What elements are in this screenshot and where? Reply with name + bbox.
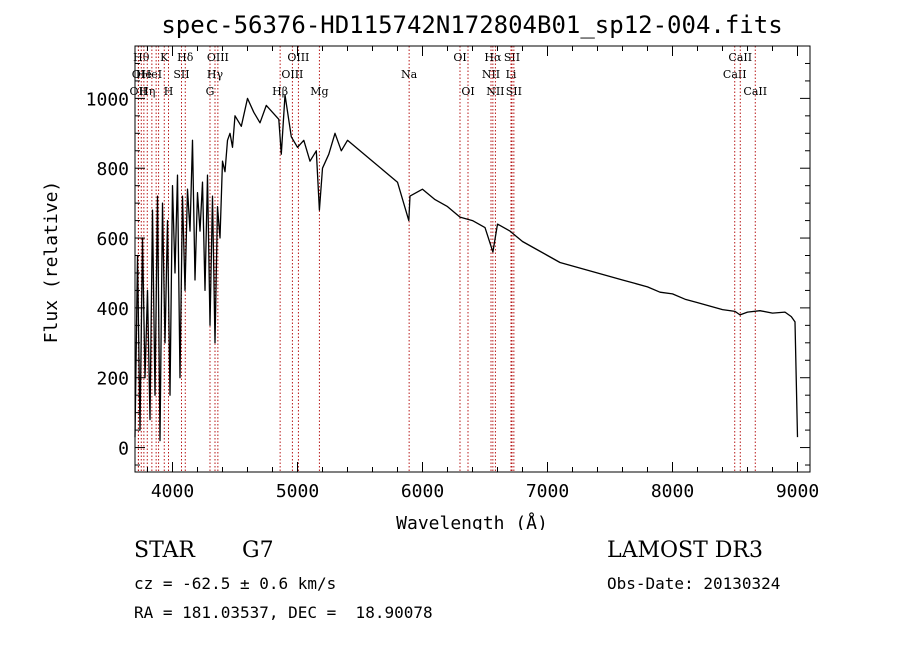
line-label: Na — [401, 68, 418, 81]
line-label: SII — [504, 51, 520, 64]
line-label: NII — [482, 68, 500, 81]
line-label: Mg — [310, 85, 328, 98]
x-tick-label: 6000 — [401, 481, 444, 502]
line-label: He — [136, 68, 152, 81]
line-label: Li — [506, 68, 517, 81]
line-label: NII — [486, 85, 504, 98]
x-tick-label: 4000 — [151, 481, 194, 502]
x-tick-label: 9000 — [776, 481, 819, 502]
y-tick-label: 1000 — [86, 89, 129, 110]
flux-series-line — [134, 94, 799, 442]
line-label: OIII — [281, 68, 303, 81]
y-axis-label: Flux (relative) — [41, 181, 62, 344]
x-axis-label: Wavelength (Å) — [396, 512, 548, 530]
chart-title: spec-56376-HD115742N172804B01_sp12-004.f… — [161, 11, 782, 39]
line-label: K — [160, 51, 169, 64]
line-label: OI — [461, 85, 474, 98]
line-label: CaII — [723, 68, 747, 81]
survey-name: LAMOST DR3 — [607, 538, 763, 563]
y-tick-label: 600 — [96, 229, 129, 250]
coordinates: RA = 181.03537, DEC = 18.90078 — [134, 603, 433, 622]
line-label: G — [206, 85, 215, 98]
line-label: Hβ — [272, 85, 288, 98]
line-label: SII — [506, 85, 522, 98]
line-label: Hγ — [207, 68, 224, 81]
x-tick-label: 8000 — [651, 481, 694, 502]
line-label: CaII — [728, 51, 752, 64]
y-tick-label: 400 — [96, 299, 129, 320]
y-tick-label: 800 — [96, 159, 129, 180]
line-label: CaII — [743, 85, 767, 98]
line-label: SII — [173, 68, 189, 81]
plot-frame — [134, 45, 811, 473]
line-label: HeI — [142, 68, 162, 81]
redshift-value: cz = -62.5 ± 0.6 km/s — [134, 574, 337, 593]
y-tick-label: 200 — [96, 369, 129, 390]
line-label: H — [164, 85, 174, 98]
object-subclass: G7 — [242, 538, 274, 563]
line-label: Hδ — [177, 51, 194, 64]
line-label: OIII — [287, 51, 309, 64]
line-label: Hθ — [133, 51, 150, 64]
y-tick-label: 0 — [118, 439, 129, 460]
line-label: OIII — [207, 51, 229, 64]
line-label: Hη — [139, 85, 155, 98]
x-tick-label: 7000 — [526, 481, 569, 502]
spectrum-chart: spec-56376-HD115742N172804B01_sp12-004.f… — [41, 11, 819, 530]
axes: 4000 5000 6000 7000 8000 9000 0 200 400 600 800 100… — [86, 45, 819, 502]
line-label: OI — [453, 51, 466, 64]
x-tick-label: 5000 — [276, 481, 319, 502]
object-class: STAR — [134, 538, 195, 563]
line-label: Hα — [484, 51, 502, 64]
spectral-line-markers: OIIOIHθHeHηHeIKHSIIHδGHγOIIIHβOIIIOIIIMg… — [130, 46, 767, 472]
obs-date: Obs-Date: 20130324 — [607, 574, 781, 593]
series-layer — [134, 94, 799, 442]
